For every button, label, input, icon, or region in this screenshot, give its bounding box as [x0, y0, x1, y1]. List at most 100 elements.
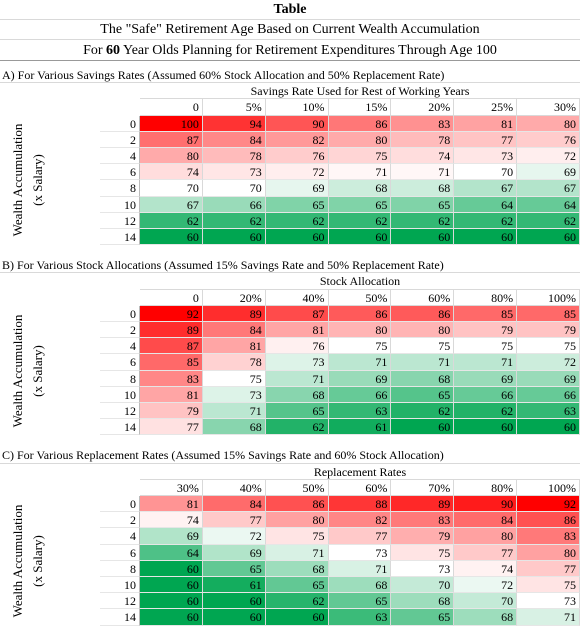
data-cell: 83 — [391, 512, 455, 529]
data-cell: 60 — [140, 609, 203, 626]
data-cell: 60 — [202, 229, 266, 246]
table-subtitle: For 60 Year Olds Planning for Retirement… — [0, 40, 580, 61]
data-cell: 75 — [517, 338, 580, 355]
column-header: 70% — [391, 479, 455, 496]
data-cell: 92 — [140, 305, 203, 322]
data-cell: 67 — [140, 196, 203, 213]
data-cell: 60 — [140, 560, 203, 577]
data-cell: 86 — [328, 115, 392, 132]
data-cell: 83 — [517, 528, 580, 545]
data-cell: 92 — [517, 496, 580, 513]
data-cell: 70 — [391, 577, 455, 594]
data-cell: 65 — [265, 403, 329, 420]
data-cell: 74 — [454, 560, 518, 577]
data-cell: 83 — [140, 370, 203, 387]
row-axis-label: Wealth Accumulation — [10, 314, 25, 427]
data-cell: 60 — [265, 229, 329, 246]
data-cell: 81 — [265, 322, 329, 339]
data-cell: 80 — [517, 115, 580, 132]
section-title: B) For Various Stock Allocations (Assume… — [0, 257, 580, 274]
data-cell: 76 — [265, 338, 329, 355]
data-cell: 73 — [265, 354, 329, 371]
data-cell: 65 — [391, 609, 455, 626]
column-header: 20% — [391, 99, 455, 116]
data-cell: 60 — [202, 609, 266, 626]
data-cell: 71 — [517, 609, 580, 626]
data-cell: 81 — [454, 115, 518, 132]
data-cell: 68 — [391, 180, 455, 197]
data-cell: 71 — [328, 164, 392, 181]
row-label: 14 — [100, 419, 140, 436]
data-cell: 73 — [202, 386, 266, 403]
data-cell: 89 — [202, 305, 266, 322]
column-header: 0 — [140, 99, 203, 116]
row-label: 10 — [100, 577, 140, 594]
data-cell: 61 — [328, 419, 392, 436]
data-cell: 75 — [202, 370, 266, 387]
data-cell: 60 — [265, 609, 329, 626]
data-cell: 68 — [454, 609, 518, 626]
column-header: 15% — [328, 99, 392, 116]
data-cell: 62 — [328, 212, 392, 229]
row-label: 6 — [100, 354, 140, 371]
data-cell: 88 — [328, 496, 392, 513]
row-label: 10 — [100, 196, 140, 213]
row-axis-label: (x Salary) — [30, 344, 45, 397]
data-cell: 74 — [140, 164, 203, 181]
table-label: Table — [0, 0, 580, 20]
data-cell: 68 — [391, 593, 455, 610]
data-cell: 86 — [328, 305, 392, 322]
data-cell: 85 — [517, 305, 580, 322]
row-label: 2 — [100, 322, 140, 339]
data-cell: 64 — [454, 196, 518, 213]
subtitle-text: For — [83, 43, 107, 58]
data-cell: 66 — [517, 386, 580, 403]
data-cell: 70 — [140, 180, 203, 197]
data-cell: 85 — [454, 305, 518, 322]
data-cell: 89 — [140, 322, 203, 339]
data-cell: 71 — [265, 544, 329, 561]
data-cell: 74 — [391, 148, 455, 165]
data-cell: 70 — [202, 180, 266, 197]
data-cell: 87 — [140, 338, 203, 355]
data-cell: 82 — [265, 131, 329, 148]
data-cell: 60 — [391, 229, 455, 246]
data-cell: 60 — [517, 229, 580, 246]
column-header: 40% — [265, 289, 329, 306]
data-cell: 86 — [517, 512, 580, 529]
data-cell: 79 — [454, 322, 518, 339]
data-cell: 73 — [391, 560, 455, 577]
column-header: 20% — [202, 289, 266, 306]
table-title: The "Safe" Retirement Age Based on Curre… — [0, 20, 580, 40]
row-label: 12 — [100, 403, 140, 420]
data-cell: 71 — [265, 370, 329, 387]
data-cell: 64 — [140, 544, 203, 561]
data-cell: 71 — [328, 560, 392, 577]
row-label: 14 — [100, 229, 140, 246]
section-title: A) For Various Savings Rates (Assumed 60… — [0, 67, 580, 84]
data-cell: 75 — [328, 148, 392, 165]
column-title: Savings Rate Used for Rest of Working Ye… — [140, 83, 580, 100]
data-cell: 69 — [454, 370, 518, 387]
data-cell: 77 — [202, 512, 266, 529]
data-cell: 77 — [454, 544, 518, 561]
data-cell: 81 — [140, 496, 203, 513]
data-cell: 86 — [265, 496, 329, 513]
data-cell: 68 — [328, 180, 392, 197]
data-cell: 72 — [202, 528, 266, 545]
data-cell: 84 — [202, 322, 266, 339]
row-axis-label: Wealth Accumulation — [10, 124, 25, 237]
row-label: 8 — [100, 370, 140, 387]
data-cell: 83 — [391, 115, 455, 132]
column-header: 60% — [391, 289, 455, 306]
data-cell: 65 — [265, 196, 329, 213]
column-header: 60% — [328, 479, 392, 496]
data-cell: 68 — [391, 370, 455, 387]
data-cell: 77 — [454, 131, 518, 148]
column-header: 25% — [454, 99, 518, 116]
column-header: 40% — [202, 479, 266, 496]
column-header: 50% — [265, 479, 329, 496]
data-cell: 71 — [328, 354, 392, 371]
row-label: 12 — [100, 212, 140, 229]
data-cell: 80 — [328, 131, 392, 148]
